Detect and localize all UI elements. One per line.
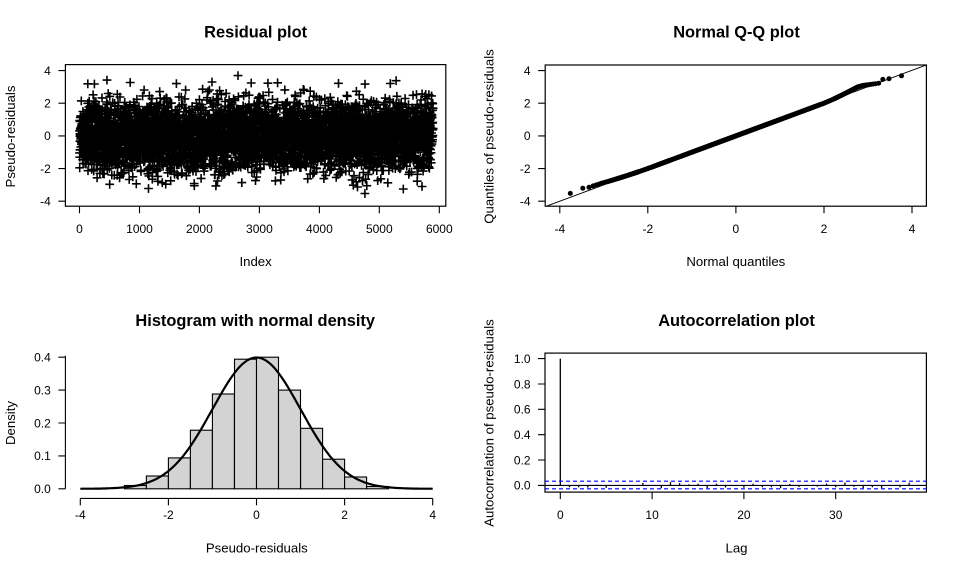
svg-text:Index: Index — [239, 254, 272, 269]
svg-text:-4: -4 — [40, 195, 51, 209]
svg-text:10: 10 — [645, 508, 659, 522]
svg-text:3000: 3000 — [246, 222, 273, 236]
svg-text:-4: -4 — [75, 508, 86, 522]
svg-text:0.2: 0.2 — [34, 416, 51, 430]
svg-text:Autocorrelation plot: Autocorrelation plot — [658, 312, 815, 330]
svg-text:-4: -4 — [520, 195, 531, 209]
svg-text:0: 0 — [253, 508, 260, 522]
svg-text:0.0: 0.0 — [514, 479, 531, 493]
svg-text:0.1: 0.1 — [34, 449, 51, 463]
svg-text:0: 0 — [76, 222, 83, 236]
svg-text:0: 0 — [44, 129, 51, 143]
svg-text:4: 4 — [44, 64, 51, 78]
svg-text:20: 20 — [737, 508, 751, 522]
svg-text:Quantiles of pseudo-residuals: Quantiles of pseudo-residuals — [482, 49, 497, 224]
svg-text:0.4: 0.4 — [514, 428, 531, 442]
svg-text:2: 2 — [341, 508, 348, 522]
svg-text:-4: -4 — [554, 222, 565, 236]
svg-text:-2: -2 — [163, 508, 174, 522]
svg-text:0.6: 0.6 — [514, 403, 531, 417]
svg-text:0.2: 0.2 — [514, 453, 531, 467]
svg-text:Lag: Lag — [725, 540, 747, 555]
svg-text:4: 4 — [429, 508, 436, 522]
svg-text:-2: -2 — [40, 162, 51, 176]
svg-text:-2: -2 — [642, 222, 653, 236]
svg-text:-2: -2 — [520, 162, 531, 176]
svg-text:Residual plot: Residual plot — [204, 23, 307, 41]
svg-text:2: 2 — [524, 97, 531, 111]
svg-text:Autocorrelation of pseudo-resi: Autocorrelation of pseudo-residuals — [482, 319, 497, 527]
svg-text:Pseudo-residuals: Pseudo-residuals — [3, 85, 18, 187]
svg-text:2000: 2000 — [186, 222, 213, 236]
svg-text:0.8: 0.8 — [514, 377, 531, 391]
svg-text:2: 2 — [44, 97, 51, 111]
svg-text:Histogram with normal density: Histogram with normal density — [135, 312, 375, 330]
svg-text:0.3: 0.3 — [34, 383, 51, 397]
svg-text:4000: 4000 — [306, 222, 333, 236]
svg-text:5000: 5000 — [366, 222, 393, 236]
svg-text:30: 30 — [829, 508, 843, 522]
svg-text:Normal quantiles: Normal quantiles — [686, 254, 785, 269]
svg-text:0.4: 0.4 — [34, 351, 51, 365]
svg-text:2: 2 — [821, 222, 828, 236]
svg-text:0: 0 — [524, 129, 531, 143]
svg-text:1.0: 1.0 — [514, 352, 531, 366]
svg-text:Normal Q-Q plot: Normal Q-Q plot — [673, 23, 800, 41]
svg-text:0.0: 0.0 — [34, 482, 51, 496]
svg-text:Density: Density — [3, 401, 18, 445]
svg-text:1000: 1000 — [126, 222, 153, 236]
svg-text:Pseudo-residuals: Pseudo-residuals — [206, 540, 308, 555]
svg-text:0: 0 — [557, 508, 564, 522]
svg-text:6000: 6000 — [426, 222, 453, 236]
svg-text:4: 4 — [909, 222, 916, 236]
svg-text:0: 0 — [733, 222, 740, 236]
svg-text:4: 4 — [524, 64, 531, 78]
